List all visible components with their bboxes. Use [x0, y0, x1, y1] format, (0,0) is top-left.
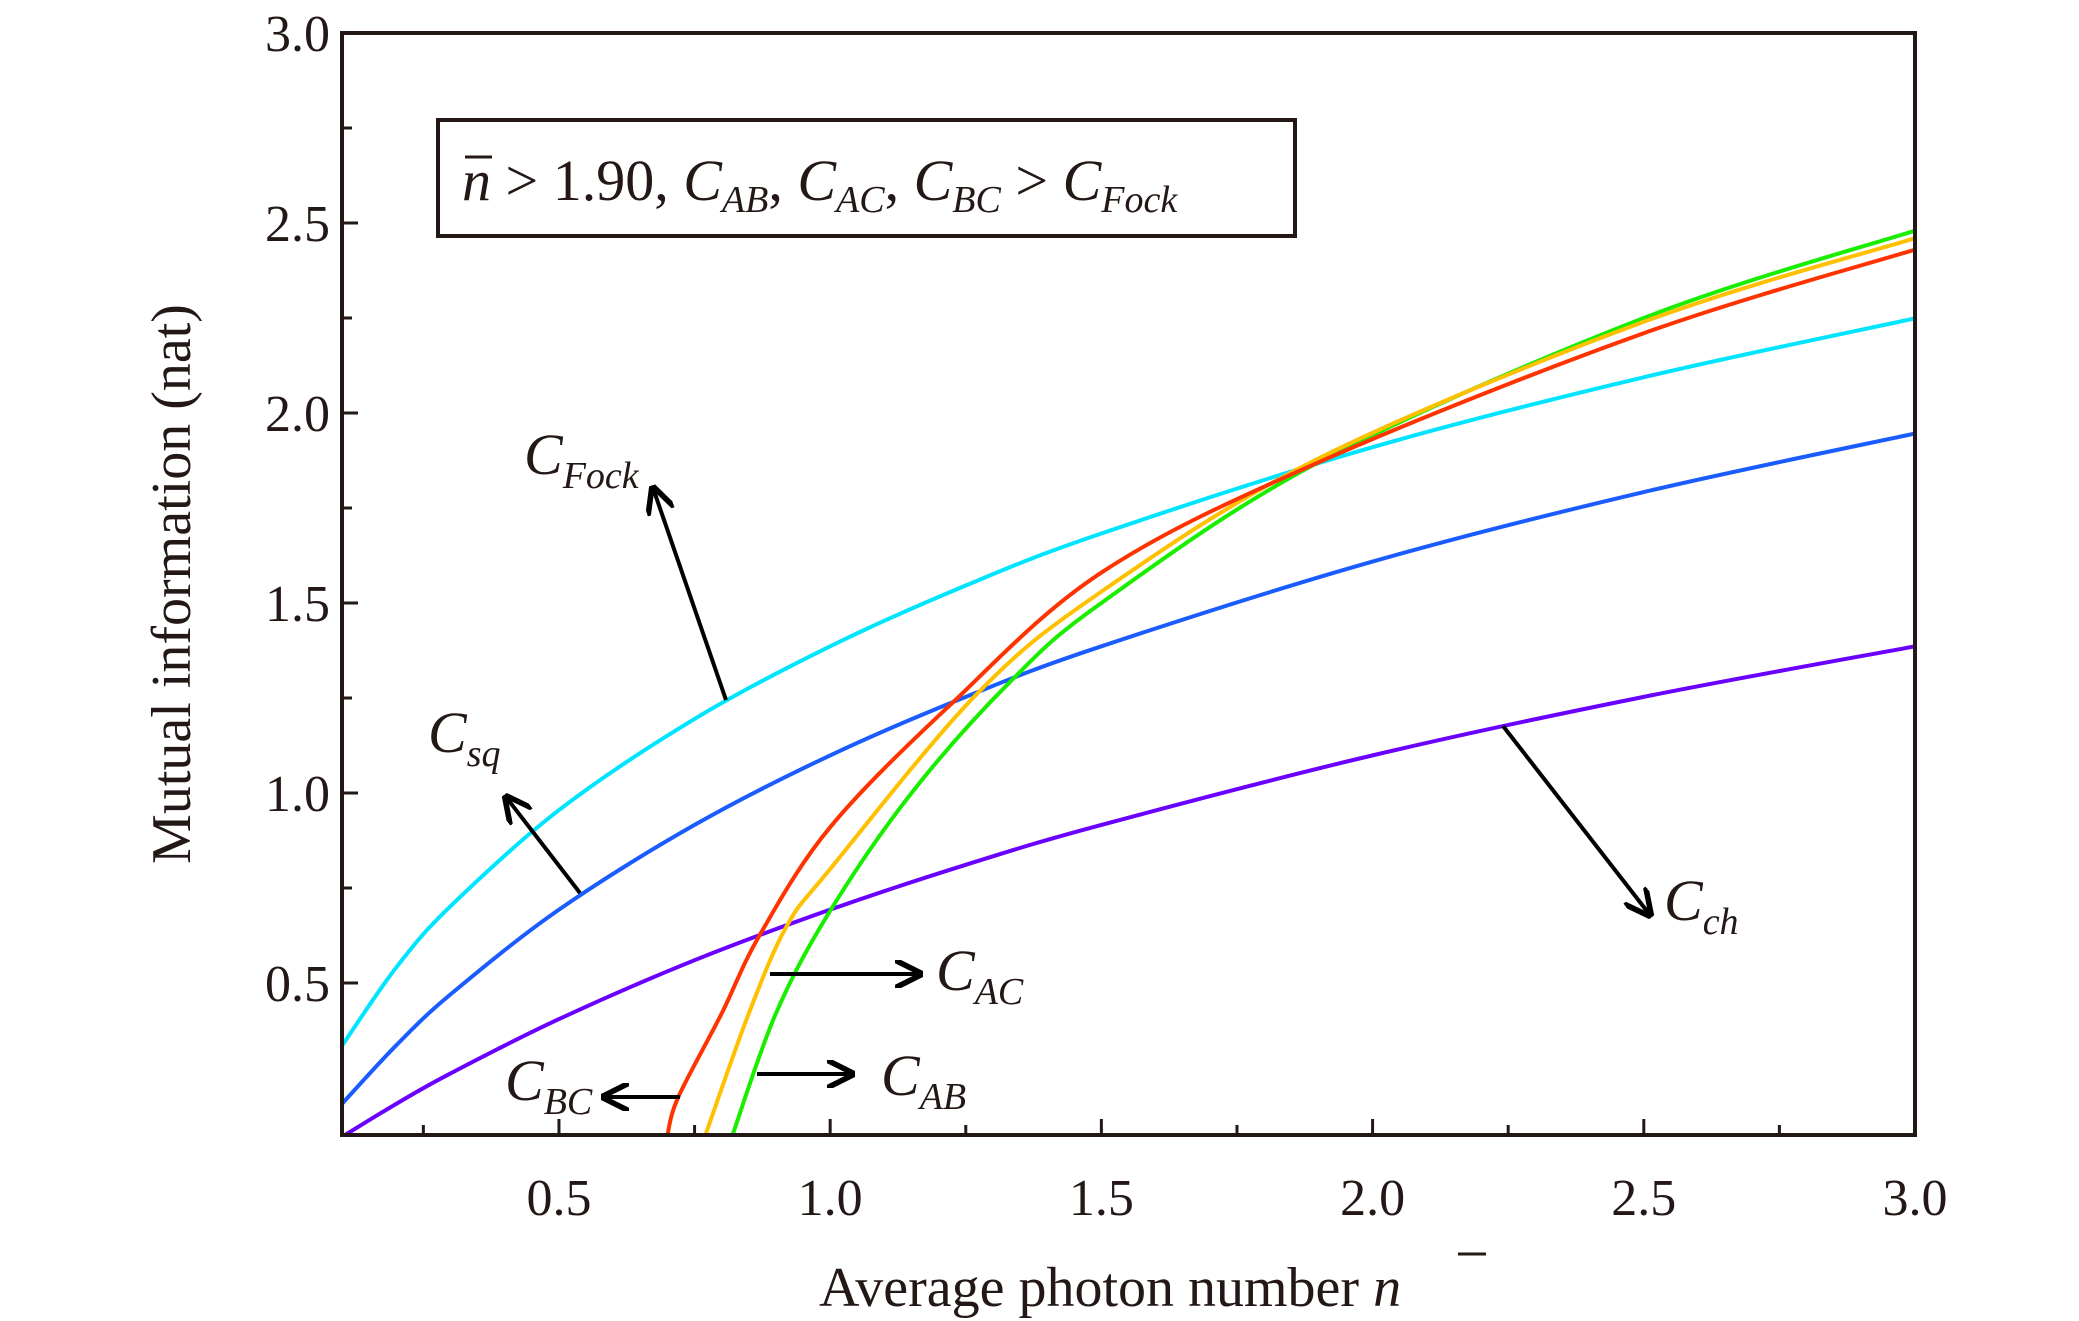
arrow-fock	[653, 488, 728, 701]
x-axis-symbol: n	[1373, 1257, 1401, 1319]
series-line-c-bc	[665, 247, 1915, 1135]
label-ac: CAC	[936, 938, 1024, 1013]
arrows	[506, 488, 1650, 1097]
series-line-c-sq	[342, 431, 1915, 1106]
label-bc: CBC	[505, 1048, 593, 1123]
x-tick-label: 2.5	[1611, 1170, 1676, 1227]
y-tick-label: 2.5	[265, 196, 330, 253]
ticks: 0.5 1.0 1.5 2.0 2.5 3.0 0.5 1.0 1.5 2.0 2.5 3.0	[265, 6, 1948, 1227]
label-fock: CFock	[524, 422, 640, 497]
y-tick-label: 1.5	[265, 576, 330, 633]
y-tick-label: 0.5	[265, 956, 330, 1013]
x-tick-label: 1.0	[798, 1170, 863, 1227]
annotation-bc: BC	[952, 179, 1001, 221]
y-axis-title: Mutual information (nat)	[141, 304, 203, 864]
svg-text:n > 1.90, CAB, CAC, CBC > CFoc: n > 1.90, CAB, CAC, CBC > CFock	[462, 148, 1178, 221]
y-tick-label: 3.0	[265, 6, 330, 63]
x-tick-label: 1.5	[1069, 1170, 1134, 1227]
plot-frame	[340, 31, 1917, 1137]
annotation-sep: ,	[768, 148, 797, 213]
curves	[342, 228, 1915, 1135]
annotation-threshold: > 1.90,	[491, 148, 683, 213]
label-ab: CAB	[881, 1043, 966, 1118]
y-tick-label: 1.0	[265, 766, 330, 823]
annotation-fock: Fock	[1100, 179, 1178, 221]
x-axis-title: Average photon number n	[819, 1257, 1401, 1319]
annotation-c: C	[914, 148, 954, 213]
annotation-ab: AB	[719, 179, 768, 221]
arrow-sq	[506, 797, 582, 895]
annotation-sep: ,	[885, 148, 914, 213]
x-tick-label: 3.0	[1883, 1170, 1948, 1227]
series-line-c-ab	[730, 228, 1915, 1135]
x-tick-label: 0.5	[526, 1170, 591, 1227]
series-line-c-ch	[342, 644, 1915, 1135]
annotation-c: C	[683, 148, 723, 213]
x-tick-label: 2.0	[1340, 1170, 1405, 1227]
annotation-n: n	[462, 148, 491, 213]
annotation-ac: AC	[833, 179, 885, 221]
annotation-c: C	[1063, 148, 1103, 213]
arrow-ch	[1501, 724, 1650, 915]
annotation-gt: >	[1001, 148, 1063, 213]
annotation-box: n > 1.90, CAB, CAC, CBC > CFock	[436, 118, 1297, 238]
label-ch: Cch	[1664, 868, 1739, 943]
y-tick-label: 2.0	[265, 386, 330, 443]
series-line-c-fock	[342, 316, 1915, 1047]
label-sq: Csq	[428, 700, 500, 775]
series-line-c-ac	[703, 236, 1915, 1135]
annotation-c: C	[797, 148, 837, 213]
